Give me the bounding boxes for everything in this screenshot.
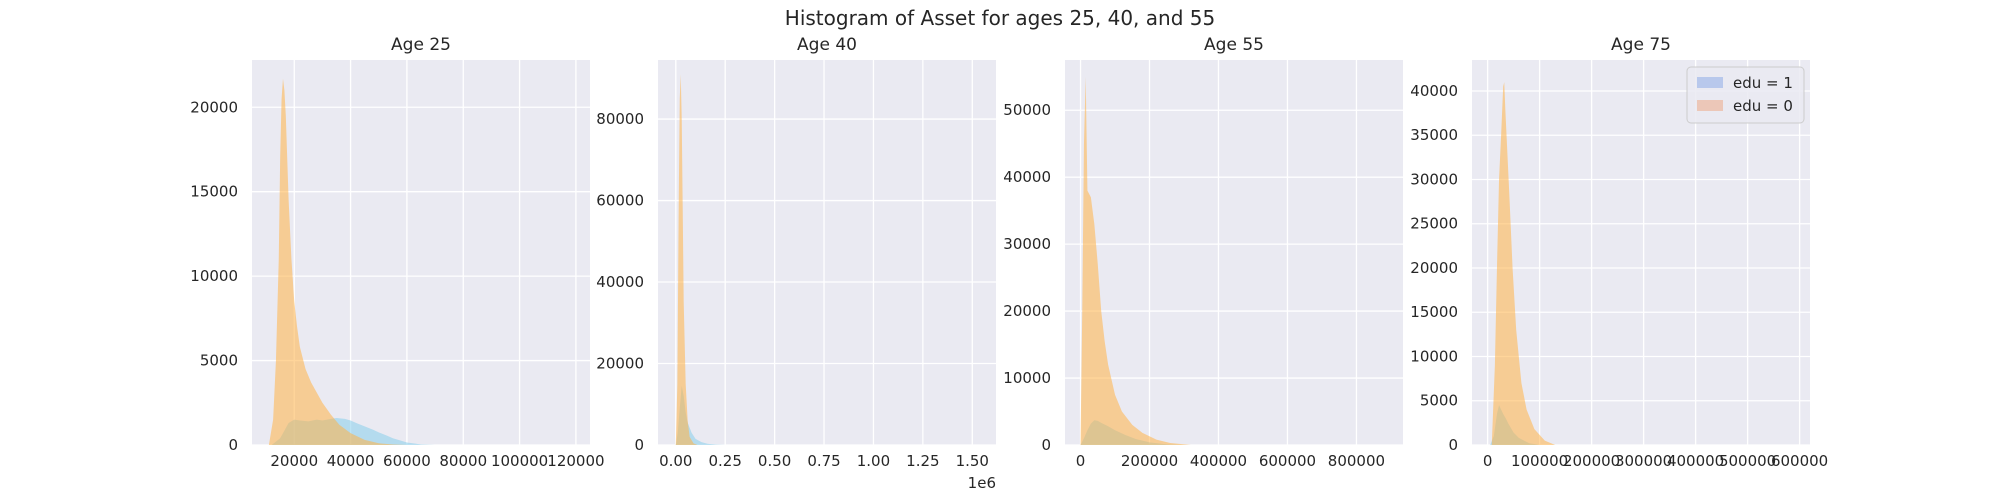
- y-tick-label: 0: [228, 436, 238, 454]
- y-tick-label: 35000: [1410, 126, 1458, 144]
- figure-title: Histogram of Asset for ages 25, 40, and …: [785, 6, 1215, 30]
- legend: edu = 1 edu = 0: [1686, 66, 1805, 124]
- y-tick-label: 20000: [190, 98, 238, 116]
- y-tick-label: 15000: [190, 183, 238, 201]
- y-tick-label: 0: [1448, 436, 1458, 454]
- y-tick-label: 60000: [596, 192, 644, 210]
- x-tick-label: 0.00: [659, 452, 692, 470]
- legend-label: edu = 0: [1733, 97, 1793, 115]
- y-tick-label: 5000: [1420, 392, 1458, 410]
- x-tick-label: 120000: [547, 452, 604, 470]
- y-tick-label: 5000: [200, 352, 238, 370]
- y-tick-label: 10000: [1410, 347, 1458, 365]
- x-tick-label: 40000: [327, 452, 375, 470]
- plot-area: [658, 60, 996, 445]
- x-tick-label: 0.75: [807, 452, 840, 470]
- subplot-title: Age 55: [1204, 35, 1264, 55]
- series-area-edu-0: [1491, 82, 1556, 445]
- y-tick-label: 30000: [1003, 235, 1051, 253]
- series-area-edu-0: [1080, 76, 1191, 445]
- series-group: [675, 74, 726, 445]
- y-tick-label: 10000: [1003, 369, 1051, 387]
- x-tick-label: 0: [1483, 452, 1493, 470]
- x-tick-label: 1.00: [857, 452, 890, 470]
- x-tick-label: 0: [1076, 452, 1086, 470]
- y-tick-label: 0: [1041, 436, 1051, 454]
- legend-swatch: [1697, 77, 1723, 88]
- y-tick-label: 25000: [1410, 215, 1458, 233]
- x-tick-label: 300000: [1615, 452, 1672, 470]
- y-tick-label: 40000: [596, 273, 644, 291]
- x-tick-label: 60000: [383, 452, 431, 470]
- x-tick-label: 800000: [1328, 452, 1385, 470]
- x-tick-label: 100000: [1511, 452, 1568, 470]
- subplot-title: Age 75: [1611, 35, 1671, 55]
- x-tick-label: 100000: [491, 452, 548, 470]
- series-area-edu-0: [675, 74, 698, 445]
- y-tick-label: 50000: [1003, 101, 1051, 119]
- y-tick-label: 20000: [596, 355, 644, 373]
- x-tick-label: 400000: [1190, 452, 1247, 470]
- y-tick-label: 0: [634, 436, 644, 454]
- subplot-title: Age 40: [797, 35, 857, 55]
- x-tick-label: 1.25: [906, 452, 939, 470]
- x-tick-label: 500000: [1719, 452, 1776, 470]
- y-tick-label: 20000: [1410, 259, 1458, 277]
- x-tick-label: 400000: [1667, 452, 1724, 470]
- x-tick-label: 80000: [439, 452, 487, 470]
- x-tick-label: 600000: [1259, 452, 1316, 470]
- x-tick-label: 200000: [1121, 452, 1178, 470]
- series-area-edu-0: [268, 78, 407, 445]
- plot-area: [1472, 60, 1810, 445]
- y-tick-label: 10000: [190, 267, 238, 285]
- legend-swatch: [1697, 100, 1723, 111]
- y-tick-label: 30000: [1410, 170, 1458, 188]
- subplot-title: Age 25: [391, 35, 451, 55]
- legend-label: edu = 1: [1733, 74, 1793, 92]
- y-tick-label: 15000: [1410, 303, 1458, 321]
- panel-3: Age 55 0 200000 400000 600000 800000 0 10000 200…: [1003, 35, 1403, 470]
- plot-area: [1065, 60, 1403, 445]
- y-tick-label: 40000: [1003, 168, 1051, 186]
- panel-1: Age 25 20000 40000 60000 80000 100000 120000 0 5…: [190, 35, 604, 470]
- y-tick-label: 40000: [1410, 82, 1458, 100]
- x-tick-label: 20000: [270, 452, 318, 470]
- y-tick-label: 80000: [596, 110, 644, 128]
- panel-2: Age 40 0.00 0.25 0.50 0.75 1.00 1.25 1.50 0 20000…: [596, 35, 996, 492]
- x-tick-label: 0.25: [709, 452, 742, 470]
- x-tick-label: 0.50: [758, 452, 791, 470]
- panel-4: Age 750 100000200000300000400000500000600…: [1410, 35, 1828, 470]
- series-group: [1080, 76, 1191, 445]
- series-group: [1490, 82, 1556, 445]
- x-axis-multiplier: 1e6: [968, 474, 996, 492]
- series-group: [268, 78, 436, 445]
- y-tick-label: 20000: [1003, 302, 1051, 320]
- x-tick-label: 1.50: [956, 452, 989, 470]
- x-tick-label: 200000: [1563, 452, 1620, 470]
- x-tick-label: 600000: [1771, 452, 1828, 470]
